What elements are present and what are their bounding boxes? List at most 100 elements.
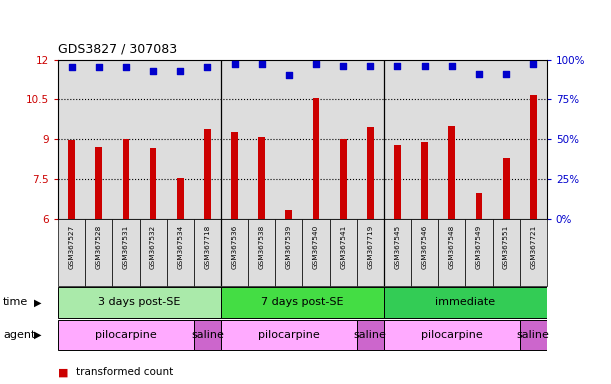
Bar xyxy=(411,60,438,219)
Bar xyxy=(194,60,221,219)
Bar xyxy=(367,127,374,378)
Bar xyxy=(221,60,248,219)
Text: transformed count: transformed count xyxy=(76,367,174,377)
Text: saline: saline xyxy=(517,330,550,340)
Point xyxy=(501,71,511,77)
Text: saline: saline xyxy=(191,330,224,340)
Bar xyxy=(258,137,265,378)
Point xyxy=(338,63,348,69)
Bar xyxy=(194,219,221,286)
Bar xyxy=(475,193,482,378)
Text: GSM367531: GSM367531 xyxy=(123,224,129,268)
Bar xyxy=(221,219,248,286)
Bar xyxy=(276,219,302,286)
Bar xyxy=(411,219,438,286)
Bar xyxy=(438,219,466,286)
Bar xyxy=(520,320,547,350)
Bar xyxy=(58,320,194,350)
Bar xyxy=(492,60,520,219)
Text: saline: saline xyxy=(354,330,387,340)
Point xyxy=(284,73,294,79)
Text: GSM367719: GSM367719 xyxy=(367,224,373,268)
Point xyxy=(420,63,430,69)
Bar xyxy=(302,60,329,219)
Bar xyxy=(357,60,384,219)
Bar xyxy=(466,219,492,286)
Point xyxy=(393,63,403,69)
Text: GSM367527: GSM367527 xyxy=(68,224,75,268)
Bar xyxy=(177,178,184,378)
Bar xyxy=(530,95,536,378)
Bar xyxy=(167,219,194,286)
Point xyxy=(148,68,158,74)
Bar xyxy=(276,60,302,219)
Bar xyxy=(285,210,292,378)
Bar xyxy=(384,219,411,286)
Text: GSM367721: GSM367721 xyxy=(530,224,536,268)
Text: GSM367536: GSM367536 xyxy=(232,224,238,268)
Text: GSM367540: GSM367540 xyxy=(313,224,319,268)
Bar xyxy=(421,142,428,378)
Text: GSM367546: GSM367546 xyxy=(422,224,428,268)
Bar xyxy=(123,139,130,378)
Point xyxy=(94,65,104,71)
Text: GSM367528: GSM367528 xyxy=(96,224,102,268)
Bar xyxy=(520,60,547,219)
Text: agent: agent xyxy=(3,330,35,340)
Point xyxy=(121,65,131,71)
Bar xyxy=(384,320,520,350)
Text: immediate: immediate xyxy=(435,297,496,308)
Text: 3 days post-SE: 3 days post-SE xyxy=(98,297,181,308)
Bar xyxy=(85,60,112,219)
Bar xyxy=(384,60,411,219)
Bar xyxy=(313,98,320,378)
Bar xyxy=(503,158,510,378)
Bar xyxy=(150,148,156,378)
Bar xyxy=(167,60,194,219)
Bar xyxy=(58,219,85,286)
Bar xyxy=(58,287,221,318)
Text: ■: ■ xyxy=(58,367,68,377)
Text: GDS3827 / 307083: GDS3827 / 307083 xyxy=(58,43,177,56)
Text: ▶: ▶ xyxy=(34,330,41,340)
Text: GSM367548: GSM367548 xyxy=(449,224,455,268)
Point xyxy=(257,61,266,67)
Bar xyxy=(438,60,466,219)
Text: GSM367545: GSM367545 xyxy=(395,224,400,268)
Bar xyxy=(520,219,547,286)
Bar xyxy=(248,219,276,286)
Point xyxy=(474,71,484,77)
Bar xyxy=(58,60,85,219)
Bar xyxy=(85,219,112,286)
Text: ▶: ▶ xyxy=(34,297,41,308)
Bar xyxy=(384,287,547,318)
Bar xyxy=(221,320,357,350)
Bar xyxy=(340,139,346,378)
Text: GSM367532: GSM367532 xyxy=(150,224,156,268)
Point xyxy=(447,63,456,69)
Point xyxy=(230,61,240,67)
Bar xyxy=(95,147,102,378)
Text: GSM367551: GSM367551 xyxy=(503,224,509,268)
Text: time: time xyxy=(3,297,28,308)
Point xyxy=(311,61,321,67)
Bar xyxy=(139,219,167,286)
Bar xyxy=(204,129,211,378)
Text: 7 days post-SE: 7 days post-SE xyxy=(261,297,344,308)
Bar xyxy=(329,60,357,219)
Bar xyxy=(394,145,401,378)
Text: pilocarpine: pilocarpine xyxy=(258,330,320,340)
Text: pilocarpine: pilocarpine xyxy=(421,330,483,340)
Point xyxy=(365,63,375,69)
Text: pilocarpine: pilocarpine xyxy=(95,330,157,340)
Point xyxy=(175,68,185,74)
Text: GSM367541: GSM367541 xyxy=(340,224,346,268)
Bar xyxy=(139,60,167,219)
Bar xyxy=(329,219,357,286)
Bar xyxy=(221,287,384,318)
Text: GSM367549: GSM367549 xyxy=(476,224,482,268)
Bar xyxy=(194,320,221,350)
Bar xyxy=(248,60,276,219)
Bar xyxy=(231,132,238,378)
Text: GSM367538: GSM367538 xyxy=(258,224,265,268)
